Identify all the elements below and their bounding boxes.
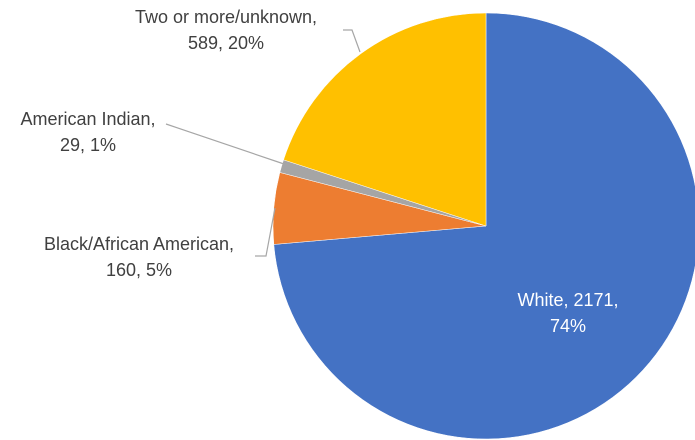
leader-line-two-or-more: [343, 29, 361, 53]
pie-slices: [272, 12, 695, 440]
label-two-or-more-line2: 589, 20%: [188, 33, 264, 53]
label-black-line2: 160, 5%: [106, 260, 172, 280]
label-white-line1: White, 2171,: [517, 290, 618, 310]
label-white-line2: 74%: [550, 316, 586, 336]
pie-slice-two-or-more-unknown: [283, 12, 487, 227]
label-two-or-more-line1: Two or more/unknown,: [135, 7, 317, 27]
label-american-indian-line1: American Indian,: [20, 109, 155, 129]
leader-line-black: [255, 207, 276, 257]
label-black-line1: Black/African American,: [44, 234, 234, 254]
label-american-indian-line2: 29, 1%: [60, 135, 116, 155]
leader-line-american-indian: [165, 123, 285, 165]
pie-slice-white: [273, 12, 695, 440]
